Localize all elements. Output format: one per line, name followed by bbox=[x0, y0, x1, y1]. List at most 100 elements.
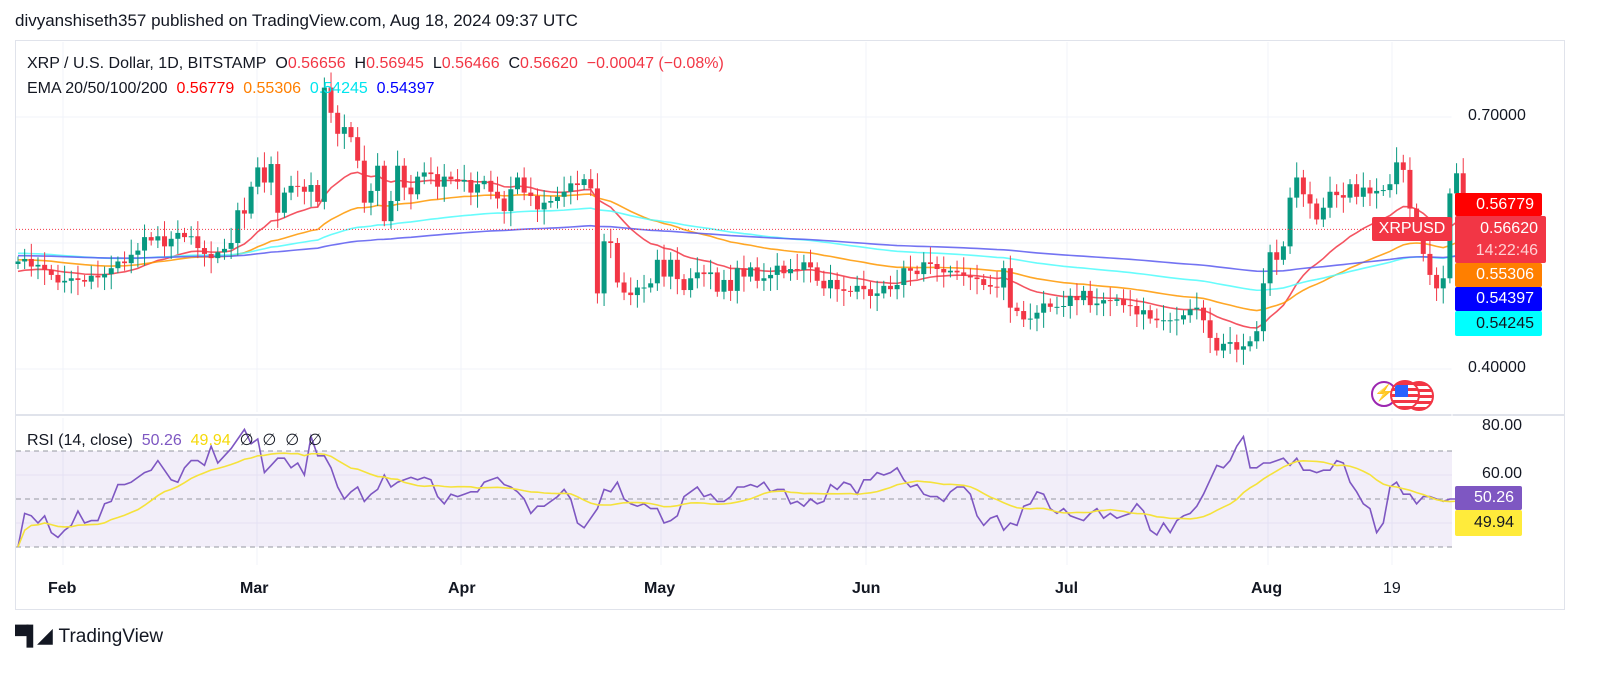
candle-body bbox=[941, 269, 947, 273]
candle-body bbox=[1354, 184, 1360, 197]
candle-body bbox=[1334, 191, 1340, 196]
candle-body bbox=[927, 262, 933, 264]
candle-body bbox=[861, 285, 867, 290]
candle-body bbox=[648, 283, 654, 288]
candle-body bbox=[1041, 303, 1047, 313]
candle-body bbox=[1027, 318, 1033, 320]
open-value: 0.56656 bbox=[287, 55, 346, 72]
candle-body bbox=[48, 269, 54, 275]
candle-body bbox=[1427, 253, 1433, 275]
candle-body bbox=[1087, 290, 1093, 306]
na-value-2: ∅ bbox=[262, 432, 277, 449]
candle-body bbox=[1161, 320, 1167, 322]
candle-body bbox=[435, 174, 441, 187]
candle-body bbox=[721, 279, 727, 292]
candle-body bbox=[947, 270, 953, 273]
candle-body bbox=[321, 87, 327, 202]
ema-label: EMA 20/50/100/200 bbox=[27, 80, 168, 97]
candle-body bbox=[1114, 299, 1120, 301]
candle-body bbox=[455, 179, 461, 182]
candle-body bbox=[215, 252, 221, 259]
candle-body bbox=[828, 279, 834, 289]
us-flag-event-icon[interactable] bbox=[1390, 380, 1420, 410]
candle-body bbox=[201, 248, 207, 254]
candle-body bbox=[441, 176, 447, 187]
candle-body bbox=[574, 183, 580, 186]
candle-body bbox=[914, 270, 920, 275]
candle-body bbox=[1101, 300, 1107, 304]
candle-body bbox=[82, 279, 88, 282]
candle-body bbox=[714, 272, 720, 292]
candle-body bbox=[634, 287, 640, 296]
price-tick-070: 0.70000 bbox=[1468, 107, 1526, 124]
candle-body bbox=[887, 285, 893, 290]
candle-body bbox=[182, 232, 187, 238]
candle-body bbox=[1434, 274, 1440, 289]
candle-body bbox=[1294, 177, 1300, 198]
publisher-line: divyanshiseth357 published on TradingVie… bbox=[15, 11, 578, 30]
candle-body bbox=[1234, 342, 1240, 350]
rsi-ma-tag: 49.94 bbox=[1455, 510, 1522, 536]
candle-body bbox=[1007, 268, 1013, 308]
ema20-line bbox=[17, 171, 1504, 329]
candle-body bbox=[115, 261, 121, 269]
low-value: 0.56466 bbox=[441, 55, 500, 72]
candle-body bbox=[961, 272, 967, 276]
candle-body bbox=[515, 177, 520, 190]
time-tick-jun: Jun bbox=[852, 580, 881, 597]
candle-body bbox=[1407, 169, 1413, 209]
candle-body bbox=[694, 272, 700, 279]
candle-body bbox=[1254, 331, 1260, 342]
candle-body bbox=[1021, 311, 1027, 320]
candle-body bbox=[594, 188, 600, 294]
candle-body bbox=[501, 198, 507, 212]
chart-frame bbox=[15, 40, 1565, 610]
ema-legend: EMA 20/50/100/200 0.56779 0.55306 0.5424… bbox=[27, 80, 435, 98]
close-label: C bbox=[508, 55, 521, 72]
time-tick-mar: Mar bbox=[240, 580, 269, 597]
candle-body bbox=[195, 236, 201, 249]
candle-body bbox=[175, 232, 181, 239]
candle-body bbox=[188, 236, 194, 238]
candle-body bbox=[854, 285, 860, 292]
candle-body bbox=[641, 287, 647, 289]
ema50-price-tag: 0.55306 bbox=[1455, 263, 1542, 287]
candle-body bbox=[628, 292, 634, 296]
candle-body bbox=[1054, 306, 1060, 308]
symbol-title: XRP / U.S. Dollar, 1D, BITSTAMP bbox=[27, 55, 267, 72]
candle-body bbox=[907, 268, 913, 271]
bar-countdown: 14:22:46 bbox=[1475, 242, 1538, 259]
last-price-tag: 0.56620 14:22:46 bbox=[1455, 216, 1546, 263]
candle-body bbox=[1274, 252, 1280, 260]
candle-body bbox=[734, 268, 740, 291]
candle-body bbox=[481, 180, 487, 185]
tradingview-logo-icon: ▀▌◢ bbox=[15, 626, 53, 647]
candle-body bbox=[1214, 337, 1220, 351]
na-value-1: ∅ bbox=[239, 432, 254, 449]
candle-body bbox=[1141, 310, 1147, 315]
candle-body bbox=[415, 176, 421, 195]
candle-body bbox=[1121, 299, 1127, 306]
candle-body bbox=[741, 268, 747, 277]
candle-body bbox=[668, 259, 674, 277]
open-label: O bbox=[275, 55, 288, 72]
candle-body bbox=[221, 248, 227, 253]
tradingview-logo[interactable]: ▀▌◢ TradingView bbox=[15, 625, 163, 648]
candle-body bbox=[528, 192, 534, 196]
candle-body bbox=[1360, 187, 1366, 197]
candle-body bbox=[108, 268, 114, 275]
candle-body bbox=[654, 259, 660, 284]
candle-body bbox=[934, 264, 940, 270]
candle-body bbox=[1394, 162, 1400, 185]
candle-body bbox=[881, 285, 887, 294]
candle-body bbox=[1260, 283, 1266, 332]
candle-body bbox=[1280, 246, 1286, 260]
time-tick-apr: Apr bbox=[448, 580, 476, 597]
rsi-value: 50.26 bbox=[141, 432, 182, 449]
candle-body bbox=[468, 180, 474, 193]
candle-body bbox=[1387, 184, 1393, 191]
candle-body bbox=[1074, 295, 1080, 301]
candle-body bbox=[1320, 207, 1326, 220]
change-value: −0.00047 (−0.08%) bbox=[586, 55, 724, 72]
